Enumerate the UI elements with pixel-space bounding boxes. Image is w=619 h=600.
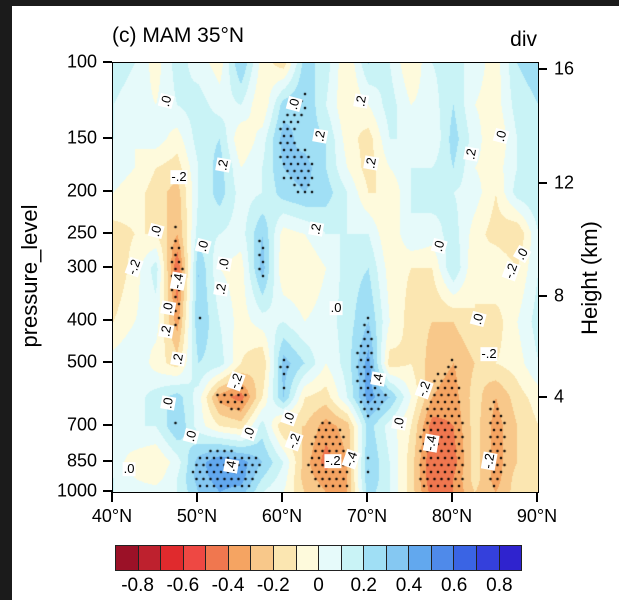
contour-plot: .0 -.2.2.0.2.2.2.0.2.0 -.2.0 -.4.0.2.2.0.0.… — [112, 62, 539, 493]
colorbar-cell — [476, 545, 500, 571]
colorbar-cell — [115, 545, 139, 571]
contour-value-label: .0 — [215, 256, 233, 272]
pressure-tick — [103, 490, 112, 492]
colorbar-cell — [453, 545, 477, 571]
contour-value-label: -.2 — [324, 453, 342, 469]
contour-value-label: .2 — [212, 281, 230, 297]
pressure-tick — [103, 423, 112, 426]
colorbar-cell — [272, 545, 297, 571]
latitude-tick-label: 70°N — [346, 506, 388, 526]
plot-title: (c) MAM 35°N — [112, 24, 245, 47]
latitude-tick-label: 40°N — [91, 506, 133, 526]
latitude-tick-label: 50°N — [176, 506, 218, 526]
colorbar-cell — [182, 545, 207, 571]
colorbar-cell — [250, 545, 274, 571]
height-tick-label: 12 — [554, 172, 575, 193]
contour-value-label: .0 — [390, 415, 408, 431]
contour-value-label: .2 — [362, 155, 380, 171]
colorbar-cell — [137, 545, 162, 571]
colorbar-cell — [430, 545, 455, 571]
colorbar-tick-label: 0 — [313, 575, 324, 596]
pressure-tick — [103, 61, 112, 63]
colorbar-cell — [205, 545, 229, 571]
pressure-tick — [103, 231, 112, 234]
window-edge-left — [0, 0, 12, 600]
colorbar-cell — [340, 545, 365, 571]
height-tick — [538, 67, 547, 70]
colorbar-cell — [385, 545, 410, 571]
pressure-tick — [103, 190, 112, 193]
pressure-tick-label: 150 — [66, 127, 97, 148]
latitude-tick-label: 90°N — [516, 506, 558, 526]
contour-value-label: -.2 — [479, 451, 498, 471]
colorbar-tick-label: 0.2 — [350, 575, 377, 596]
pressure-tick-label: 300 — [66, 256, 97, 277]
latitude-tick — [451, 492, 453, 502]
contour-value-label: .0 — [159, 395, 177, 411]
contour-value-label: .4 — [369, 371, 387, 387]
height-tick-label: 4 — [554, 386, 565, 407]
colorbar-cell — [227, 545, 252, 571]
height-tick-label: 8 — [554, 285, 565, 306]
height-tick — [538, 181, 547, 184]
height-tick — [538, 396, 547, 399]
colorbar-tick-label: -0.8 — [121, 575, 154, 596]
contour-value-label: .0 — [159, 300, 177, 316]
colorbar-tick-label: 0.6 — [440, 575, 468, 596]
latitude-tick-label: 80°N — [431, 506, 473, 526]
pressure-axis-title: pressure_level — [17, 204, 42, 348]
colorbar — [115, 545, 523, 571]
variable-label: div — [510, 28, 537, 51]
pressure-tick-label: 100 — [66, 51, 97, 72]
contour-value-label: .0 — [329, 300, 343, 316]
contour-value-label: .4 — [222, 458, 240, 474]
contour-value-label: -.4 — [421, 433, 440, 453]
pressure-tick-label: 850 — [66, 450, 97, 471]
colorbar-cell — [295, 545, 320, 571]
latitude-tick — [196, 492, 198, 502]
latitude-tick — [366, 492, 368, 502]
height-tick — [538, 294, 547, 297]
colorbar-cell — [363, 545, 387, 571]
colorbar-cell — [318, 545, 342, 571]
contour-value-label: .2 — [352, 93, 370, 109]
colorbar-tick-label: 0.8 — [486, 575, 513, 596]
pressure-tick-label: 500 — [66, 351, 97, 372]
pressure-tick-label: 400 — [66, 309, 97, 330]
contour-value-label: .2 — [214, 157, 232, 173]
window-edge-top — [0, 0, 619, 6]
colorbar-cell — [408, 545, 432, 571]
colorbar-tick-label: -0.4 — [211, 575, 245, 596]
latitude-tick — [111, 492, 113, 502]
contour-value-label: .0 — [122, 461, 136, 477]
latitude-tick — [536, 492, 538, 502]
latitude-tick — [281, 492, 283, 502]
height-axis-title: Height (km) — [577, 221, 602, 335]
pressure-tick — [103, 459, 112, 462]
colorbar-tick-label: 0.4 — [395, 575, 423, 596]
contour-value-label: -.4 — [168, 271, 187, 291]
contour-value-label: -.2 — [170, 169, 188, 185]
height-tick-label: 16 — [554, 58, 575, 79]
latitude-tick-label: 60°N — [261, 506, 303, 526]
pressure-tick-label: 700 — [66, 414, 97, 435]
contour-value-label: .2 — [169, 351, 187, 367]
colorbar-tick-label: -0.6 — [166, 575, 200, 596]
pressure-tick — [103, 360, 112, 363]
contour-value-label: .2 — [307, 221, 325, 237]
pressure-tick — [103, 265, 112, 268]
contour-value-label: .2 — [462, 146, 480, 162]
pressure-tick-label: 250 — [66, 222, 97, 243]
colorbar-cell — [498, 545, 523, 571]
pressure-tick-label: 200 — [66, 180, 97, 201]
contour-value-label: -.2 — [480, 346, 498, 362]
contour-value-label: .2 — [311, 128, 329, 144]
colorbar-tick-label: -0.2 — [256, 575, 290, 596]
contour-value-label: .2 — [157, 323, 175, 339]
pressure-tick — [103, 319, 112, 322]
pressure-tick — [103, 136, 112, 139]
colorbar-cell — [160, 545, 184, 571]
pressure-tick-label: 1000 — [56, 480, 97, 501]
